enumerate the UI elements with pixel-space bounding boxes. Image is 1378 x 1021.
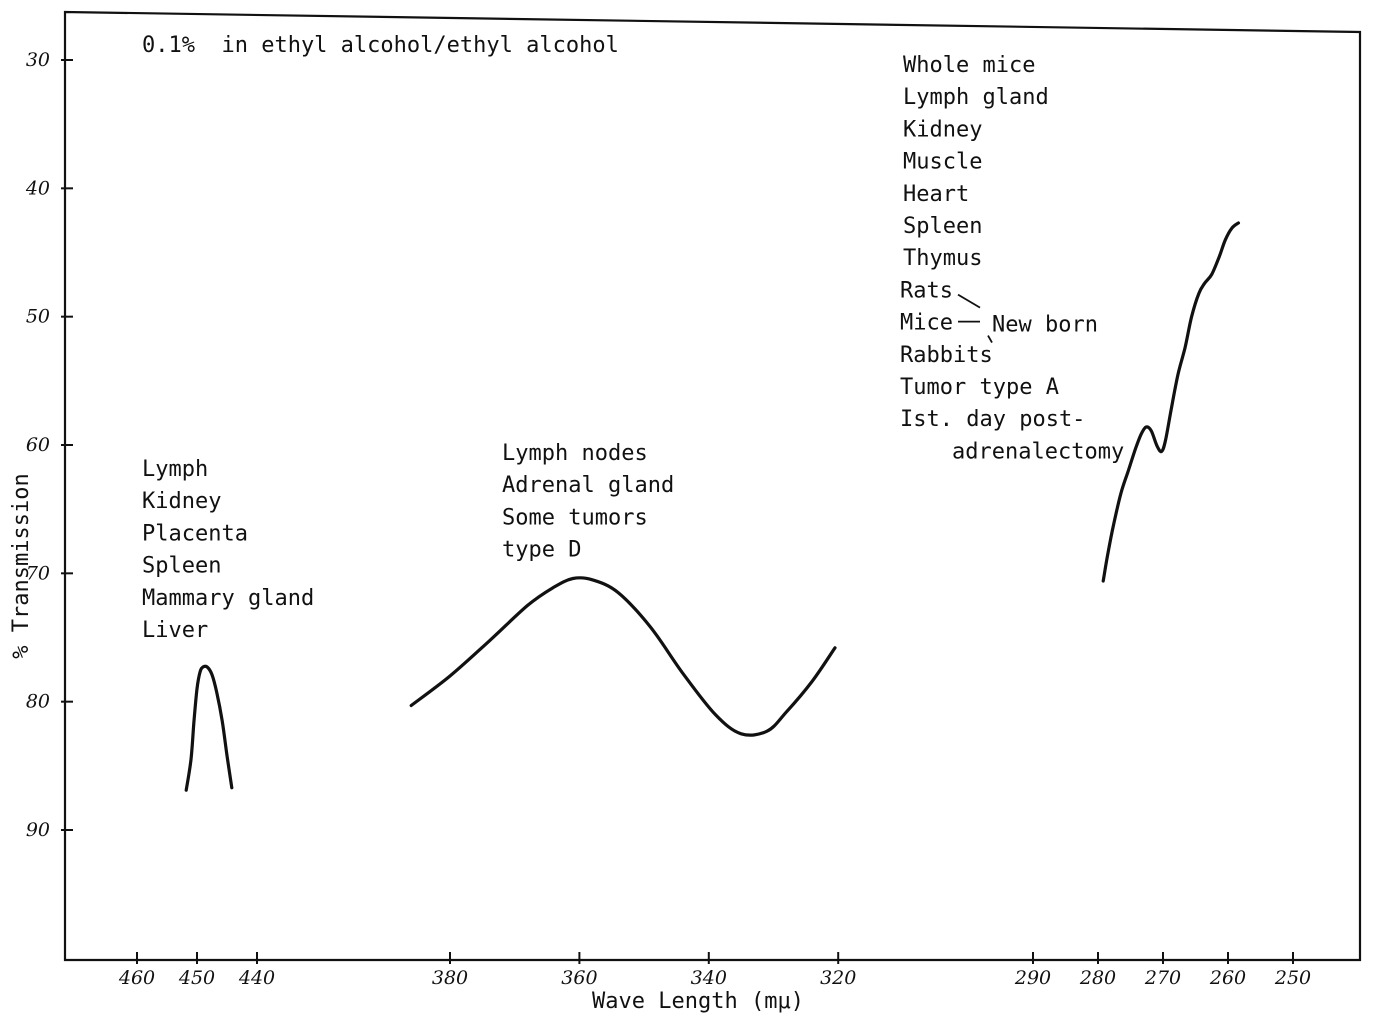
annotation-left-line: Liver bbox=[142, 618, 208, 643]
y-tick-label: 70 bbox=[26, 562, 50, 584]
plot-border bbox=[63, 10, 1362, 962]
annotation-left-line: Kidney bbox=[142, 489, 221, 514]
annotation-middle-line: Lymph nodes bbox=[502, 441, 648, 466]
y-tick-label: 50 bbox=[26, 306, 50, 328]
annotation-right-line: Lymph gland bbox=[903, 85, 1049, 110]
y-tick-label: 30 bbox=[26, 49, 50, 71]
y-tick-label: 80 bbox=[26, 691, 50, 713]
x-tick-label: 260 bbox=[1209, 967, 1246, 989]
x-tick-label: 460 bbox=[118, 967, 155, 989]
x-tick-label: 270 bbox=[1144, 967, 1181, 989]
x-tick-label: 290 bbox=[1014, 967, 1051, 989]
annotation-right-line: Thymus bbox=[903, 246, 982, 271]
x-tick-label: 280 bbox=[1079, 967, 1116, 989]
curve-band-2 bbox=[409, 576, 837, 737]
y-axis-label: % Transmission bbox=[9, 473, 34, 658]
y-tick-label: 60 bbox=[26, 434, 50, 456]
annotation-right-line: adrenalectomy bbox=[952, 439, 1124, 464]
x-axis: 460 450 440 380 360 340 320 290 280 270 260 250 bbox=[118, 952, 1311, 989]
annotation-middle-line: Some tumors bbox=[502, 505, 648, 530]
x-tick-label: 380 bbox=[432, 967, 468, 989]
annotation-right-line: Tumor type A bbox=[900, 375, 1059, 400]
annotation-right-line: Rabbits bbox=[900, 343, 993, 368]
annotation-right-line: Spleen bbox=[903, 214, 982, 239]
annotation-left-line: Placenta bbox=[142, 521, 248, 546]
curve-band-1 bbox=[184, 664, 234, 792]
annotation-middle-line: type D bbox=[502, 538, 581, 563]
spectral-curves bbox=[184, 221, 1240, 792]
annotation-right-line: Muscle bbox=[903, 150, 982, 175]
curve-band-3 bbox=[1101, 221, 1240, 583]
x-tick-label: 320 bbox=[820, 967, 856, 989]
x-tick-label: 360 bbox=[561, 967, 597, 989]
y-tick-label: 90 bbox=[26, 819, 50, 841]
annotation-middle-line: Adrenal gland bbox=[502, 473, 674, 498]
x-axis-label: Wave Length (mμ) bbox=[592, 989, 804, 1014]
bracket-line-rabbits bbox=[987, 335, 993, 344]
y-axis: 30 40 50 60 70 80 90 bbox=[25, 49, 73, 841]
y-tick-label: 40 bbox=[25, 177, 50, 199]
annotation-right-line: Mice bbox=[900, 311, 953, 336]
bracket-label: New born bbox=[992, 313, 1098, 338]
annotation-right-line: Heart bbox=[903, 182, 969, 207]
x-tick-label: 440 bbox=[238, 967, 275, 989]
bracket-line-rats bbox=[957, 293, 981, 309]
annotation-right-line: Rats bbox=[900, 278, 953, 303]
x-tick-label: 340 bbox=[691, 967, 727, 989]
annotation-left-line: Mammary gland bbox=[142, 586, 314, 611]
annotation-left-line: Lymph bbox=[142, 457, 208, 482]
annotations: Lymph Kidney Placenta Spleen Mammary gland Li… bbox=[142, 53, 1124, 643]
x-tick-label: 450 bbox=[178, 967, 215, 989]
x-tick-label: 250 bbox=[1274, 967, 1311, 989]
solvent-note: 0.1% in ethyl alcohol/ethyl alcohol bbox=[142, 33, 619, 58]
annotation-left-line: Spleen bbox=[142, 554, 221, 579]
annotation-right-line: Kidney bbox=[903, 117, 982, 142]
annotation-right-line: Whole mice bbox=[903, 53, 1035, 78]
plot-frame bbox=[63, 10, 1362, 962]
annotation-right-line: Ist. day post- bbox=[900, 407, 1085, 432]
